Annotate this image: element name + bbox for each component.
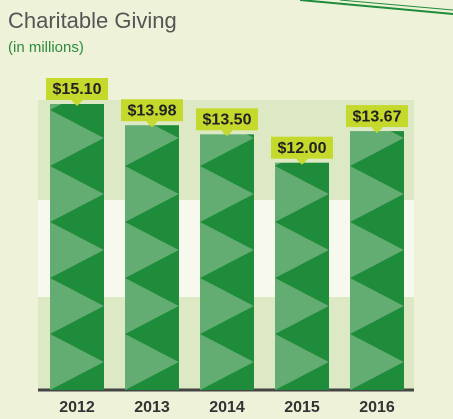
value-label-box xyxy=(346,105,408,128)
bar xyxy=(50,104,104,390)
bar xyxy=(275,162,329,390)
x-tick-label: 2013 xyxy=(134,399,170,416)
x-tick-label: 2012 xyxy=(59,399,95,416)
value-label-pointer xyxy=(371,127,383,134)
value-label: $13.50 xyxy=(203,112,252,129)
value-label-box xyxy=(196,108,258,131)
value-label-box xyxy=(271,136,333,159)
chart-subtitle: (in millions) xyxy=(8,39,84,56)
chart-title: Charitable Giving xyxy=(8,8,177,33)
value-label: $15.10 xyxy=(53,81,102,98)
value-label: $12.00 xyxy=(278,140,327,157)
value-label: $13.67 xyxy=(353,108,402,125)
value-label-pointer xyxy=(296,158,308,165)
bar xyxy=(350,131,404,390)
decoration xyxy=(299,0,453,15)
x-tick-label: 2016 xyxy=(359,399,395,416)
value-label-box xyxy=(121,99,183,122)
value-label-pointer xyxy=(146,121,158,128)
value-label: $13.98 xyxy=(128,102,177,119)
value-label-pointer xyxy=(71,100,83,106)
x-tick-label: 2015 xyxy=(284,399,320,416)
bar xyxy=(125,125,179,390)
bar xyxy=(200,134,254,390)
value-label-box xyxy=(46,78,108,100)
x-tick-label: 2014 xyxy=(209,399,245,416)
decoration xyxy=(339,0,453,11)
value-label-pointer xyxy=(221,130,233,137)
